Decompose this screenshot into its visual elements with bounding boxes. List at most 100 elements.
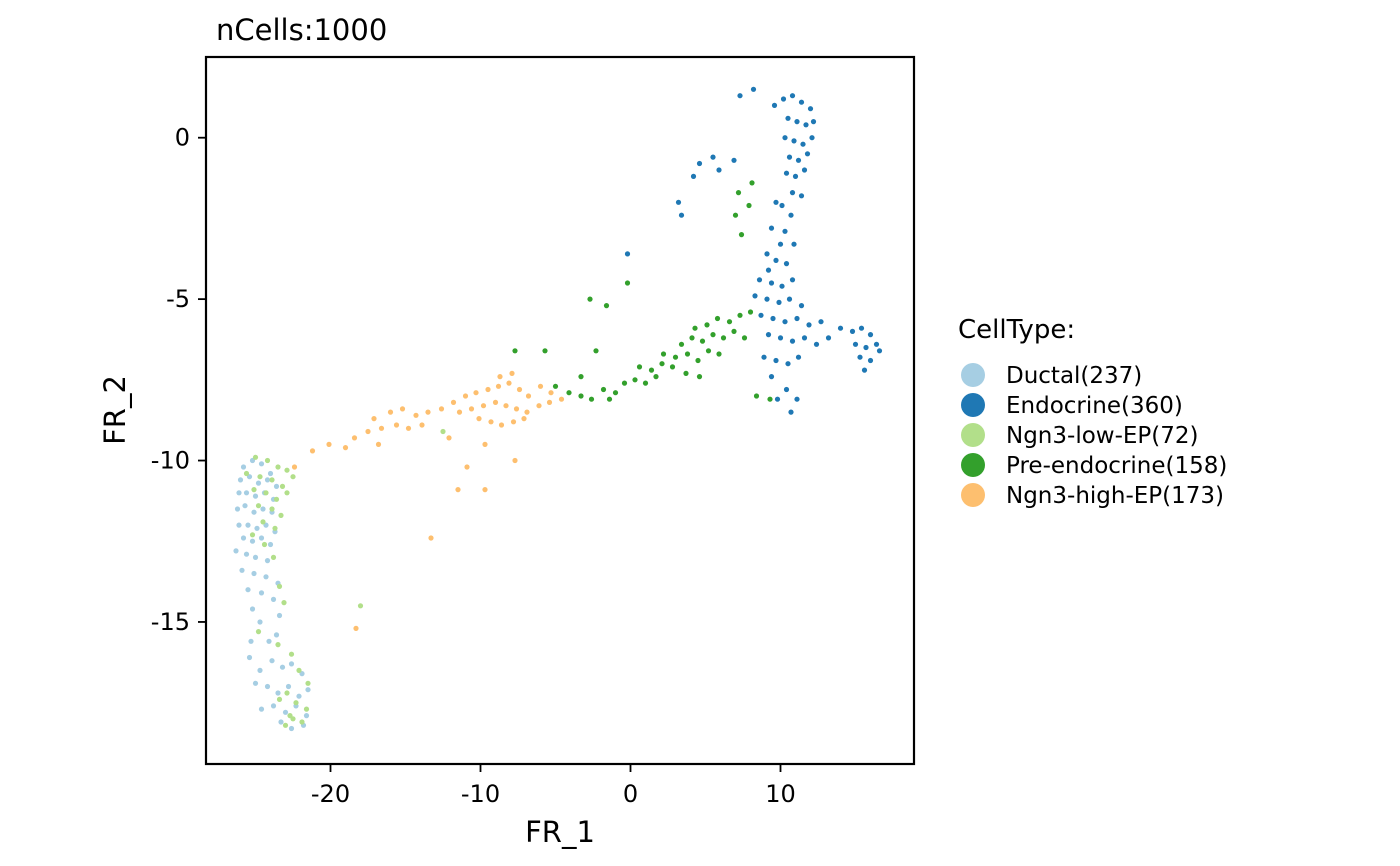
point-series-1-63	[867, 357, 874, 364]
legend-label-0: Ductal(237)	[1006, 363, 1142, 389]
y-axis-title: FR_2	[98, 375, 132, 445]
x-tick-label-3: 10	[765, 780, 796, 808]
y-axis: 0 -5 -10 -15	[151, 124, 206, 636]
point-series-2-21	[255, 629, 262, 635]
point-series-1-11	[782, 135, 788, 141]
point-series-3-11	[648, 367, 655, 373]
point-series-4-43	[512, 457, 518, 464]
point-series-0-15	[242, 503, 248, 509]
point-series-1-29	[791, 241, 797, 247]
point-series-1-71	[783, 386, 790, 393]
point-series-1-19	[792, 173, 799, 179]
point-series-3-7	[632, 377, 638, 383]
legend-title: CellType:	[958, 315, 1075, 345]
point-series-0-47	[269, 658, 275, 664]
point-series-2-1	[264, 457, 271, 464]
point-series-0-20	[245, 522, 251, 528]
point-series-3-19	[716, 351, 722, 357]
point-series-1-3	[780, 96, 787, 102]
point-series-3-17	[695, 357, 701, 364]
point-series-0-52	[264, 683, 271, 690]
point-series-0-55	[296, 693, 302, 699]
point-series-0-7	[264, 477, 271, 483]
point-series-0-33	[251, 570, 257, 577]
point-series-4-12	[438, 406, 445, 412]
point-series-2-0	[252, 454, 259, 460]
point-series-3-47	[542, 348, 548, 354]
point-series-3-35	[587, 296, 593, 302]
point-series-2-19	[276, 583, 283, 590]
point-series-2-29	[276, 696, 283, 703]
point-series-3-25	[731, 328, 737, 334]
point-series-3-40	[753, 393, 760, 399]
point-series-3-3	[588, 396, 595, 402]
point-series-1-0	[737, 93, 743, 99]
point-series-2-33	[290, 716, 296, 722]
point-series-4-48	[497, 374, 503, 380]
point-series-0-51	[252, 680, 259, 686]
point-series-1-50	[777, 335, 784, 341]
point-series-1-61	[873, 341, 880, 347]
point-series-4-23	[480, 403, 487, 409]
point-series-1-81	[678, 212, 685, 218]
point-series-1-64	[876, 348, 883, 354]
point-series-1-10	[810, 119, 817, 125]
point-series-4-10	[413, 412, 419, 418]
point-series-0-58	[270, 703, 277, 709]
y-tick-label-3: -15	[151, 608, 190, 636]
point-series-0-54	[285, 683, 292, 690]
point-series-1-45	[782, 319, 788, 325]
point-series-2-2	[275, 464, 281, 470]
point-series-4-18	[506, 380, 512, 386]
point-series-0-62	[278, 719, 284, 725]
y-tick-label-1: -5	[166, 285, 190, 313]
point-series-0-10	[243, 490, 250, 496]
point-series-2-18	[270, 554, 277, 561]
point-series-0-28	[233, 548, 239, 554]
point-series-0-0	[240, 464, 247, 470]
point-series-3-14	[660, 351, 667, 357]
point-series-2-8	[251, 487, 257, 493]
point-series-4-32	[488, 419, 494, 425]
legend-swatch-4	[961, 483, 985, 507]
point-series-3-31	[737, 312, 743, 318]
point-series-1-26	[782, 228, 788, 234]
point-series-3-22	[699, 338, 706, 344]
point-series-0-53	[275, 690, 281, 696]
point-series-2-3	[284, 467, 290, 473]
point-series-2-15	[260, 519, 266, 525]
point-series-3-41	[767, 396, 773, 402]
point-series-4-5	[365, 428, 371, 435]
legend-swatch-1	[961, 393, 985, 417]
point-series-4-7	[371, 416, 377, 422]
point-series-0-21	[254, 525, 260, 531]
point-series-3-39	[606, 396, 613, 402]
point-series-2-23	[288, 651, 295, 657]
point-series-4-16	[485, 386, 491, 393]
point-series-1-24	[788, 212, 794, 218]
point-series-4-46	[428, 535, 434, 541]
point-series-2-11	[284, 490, 290, 496]
point-series-4-24	[492, 399, 499, 405]
point-series-3-6	[621, 380, 628, 386]
point-series-4-4	[351, 435, 358, 441]
point-series-4-25	[503, 403, 509, 409]
point-series-1-13	[800, 141, 806, 147]
point-series-4-15	[473, 390, 479, 396]
x-tick-label-2: 0	[623, 780, 638, 808]
point-series-0-2	[258, 461, 265, 467]
point-series-0-8	[273, 483, 280, 489]
point-series-0-11	[252, 493, 259, 499]
point-series-4-36	[393, 422, 400, 428]
point-series-4-49	[509, 370, 515, 376]
point-series-0-61	[303, 713, 310, 719]
point-series-4-0	[291, 464, 298, 470]
point-series-3-46	[735, 190, 742, 196]
point-series-1-54	[825, 335, 832, 341]
legend-label-1: Endocrine(360)	[1006, 393, 1183, 419]
point-series-3-10	[636, 364, 643, 370]
point-series-4-6	[378, 425, 385, 431]
point-series-1-57	[858, 325, 865, 331]
point-series-0-6	[255, 480, 262, 486]
point-series-3-13	[669, 364, 676, 370]
